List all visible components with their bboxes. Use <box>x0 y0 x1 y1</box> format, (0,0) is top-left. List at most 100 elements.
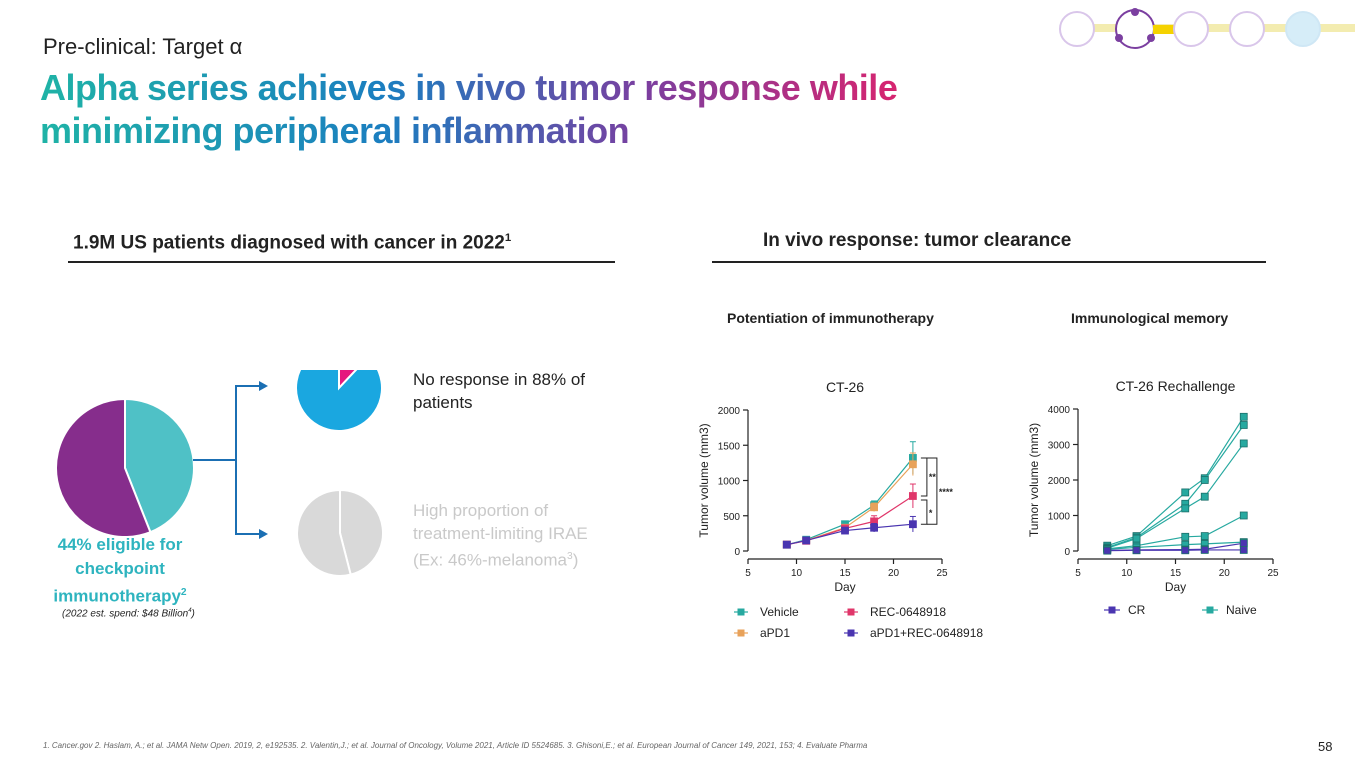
x-tick-label: 15 <box>839 568 851 579</box>
x-tick-label: 10 <box>1121 568 1133 579</box>
series-naive <box>1103 412 1248 550</box>
spend-note: (2022 est. spend: $48 Billion4) <box>62 608 195 619</box>
sig-label: **** <box>939 487 954 497</box>
process-node-icon <box>1115 34 1123 42</box>
pie-slice-no-response <box>295 370 383 432</box>
series-line <box>786 463 914 546</box>
series-line <box>1107 541 1244 550</box>
series-vehicle <box>782 441 917 549</box>
left-heading-rule <box>68 261 615 263</box>
pie-slice-not-eligible <box>55 397 152 538</box>
data-point <box>1239 421 1248 429</box>
footnote: 1. Cancer.gov 2. Haslam, A.; et al. JAMA… <box>43 741 868 750</box>
pie-slice-irae <box>339 488 384 576</box>
eligible-label-sup: 2 <box>180 587 187 598</box>
y-tick-label: 0 <box>734 547 740 558</box>
legend-marker <box>847 608 855 616</box>
left-heading-sup: 1 <box>504 232 512 244</box>
legend-item: REC-0648918 <box>844 605 946 619</box>
data-point <box>1239 546 1248 554</box>
process-highlight-tag <box>1153 25 1181 34</box>
x-tick-label: 25 <box>936 568 948 579</box>
main-pie <box>55 397 195 538</box>
data-point <box>1200 546 1209 554</box>
data-point <box>782 540 791 549</box>
process-step-1-icon <box>1059 11 1095 47</box>
page-number: 58 <box>1318 739 1333 754</box>
y-tick-label: 1500 <box>718 441 741 452</box>
sig-bracket <box>926 457 938 525</box>
x-tick-label: 15 <box>1170 568 1182 579</box>
data-point <box>1132 534 1141 543</box>
legend-item: CR <box>1104 603 1146 617</box>
ct26-line-chart: CT-26 0 500 1000 1500 2000 5 10 15 20 25 Day Tumor v… <box>697 379 983 640</box>
data-point <box>841 526 849 535</box>
data-point <box>1239 539 1248 548</box>
data-point <box>870 523 879 532</box>
irae-label-close: ) <box>572 550 579 570</box>
chart-title: CT-26 <box>826 379 864 395</box>
sig-bracket <box>920 457 928 497</box>
legend-label: CR <box>1128 603 1146 617</box>
x-axis-label: Day <box>834 580 855 594</box>
series-naive <box>1103 439 1248 553</box>
legend-label: REC-0648918 <box>870 605 946 619</box>
data-point <box>1200 532 1209 540</box>
pie-slice-response <box>338 370 358 391</box>
sig-bracket <box>920 499 928 525</box>
data-point <box>908 492 917 500</box>
left-section-heading: 1.9M US patients diagnosed with cancer i… <box>73 232 511 254</box>
legend-item: Naive <box>1202 603 1257 617</box>
series-apd1-rec-0648918 <box>782 515 917 549</box>
data-point <box>1239 412 1248 421</box>
y-tick-label: 2000 <box>718 406 741 417</box>
right-section-heading: In vivo response: tumor clearance <box>763 230 1072 251</box>
left-heading-text: 1.9M US patients diagnosed with cancer i… <box>73 232 505 254</box>
eligible-label: 44% eligible for checkpoint immunotherap… <box>45 533 195 609</box>
eligible-label-text: 44% eligible for checkpoint immunotherap… <box>53 535 183 606</box>
y-tick-label: 4000 <box>1048 405 1071 416</box>
series-naive <box>1103 421 1248 552</box>
spend-note-sup: 4 <box>188 608 192 614</box>
connector-line <box>235 460 262 535</box>
sig-label: * <box>929 508 933 518</box>
arrow-head-icon <box>259 381 268 391</box>
series-line <box>1107 514 1245 550</box>
connector-line <box>193 385 262 461</box>
legend-label: Naive <box>1226 603 1257 617</box>
y-tick-label: 2000 <box>1048 476 1071 487</box>
y-axis-label: Tumor volume (mm3) <box>1027 423 1041 537</box>
series-cr <box>1103 546 1248 555</box>
y-tick-label: 1000 <box>718 477 741 488</box>
series-line <box>786 457 914 546</box>
data-point <box>1200 476 1209 484</box>
y-tick-label: 3000 <box>1048 441 1071 452</box>
data-point <box>1132 546 1141 555</box>
process-thumbnail <box>1059 8 1355 49</box>
no-response-label: No response in 88% of patients <box>413 370 585 412</box>
y-tick-label: 500 <box>723 512 740 523</box>
x-tick-label: 10 <box>791 568 803 579</box>
x-tick-label: 20 <box>1219 568 1231 579</box>
legend-label: aPD1+REC-0648918 <box>870 626 983 640</box>
x-tick-label: 25 <box>1267 568 1279 579</box>
pie-slice-eligible <box>124 397 195 534</box>
legend-item: Vehicle <box>734 605 799 619</box>
data-point <box>1181 532 1190 541</box>
spend-note-text: (2022 est. spend: $48 Billion <box>62 608 189 620</box>
series-line <box>1107 424 1245 549</box>
data-point <box>1103 546 1112 555</box>
legend-item: aPD1 <box>734 626 790 640</box>
data-point <box>1200 492 1209 501</box>
arrow-head-icon <box>259 529 268 539</box>
eligibility-pies <box>55 370 384 577</box>
chart-title: CT-26 Rechallenge <box>1116 378 1236 394</box>
legend-marker <box>1206 606 1214 614</box>
process-step-3-icon <box>1173 11 1209 47</box>
chart1-heading: Potentiation of immunotherapy <box>727 310 934 326</box>
x-axis-label: Day <box>1165 580 1186 594</box>
legend-label: Vehicle <box>760 605 799 619</box>
data-point <box>870 503 879 512</box>
data-point <box>908 460 917 469</box>
data-point <box>1239 511 1248 520</box>
